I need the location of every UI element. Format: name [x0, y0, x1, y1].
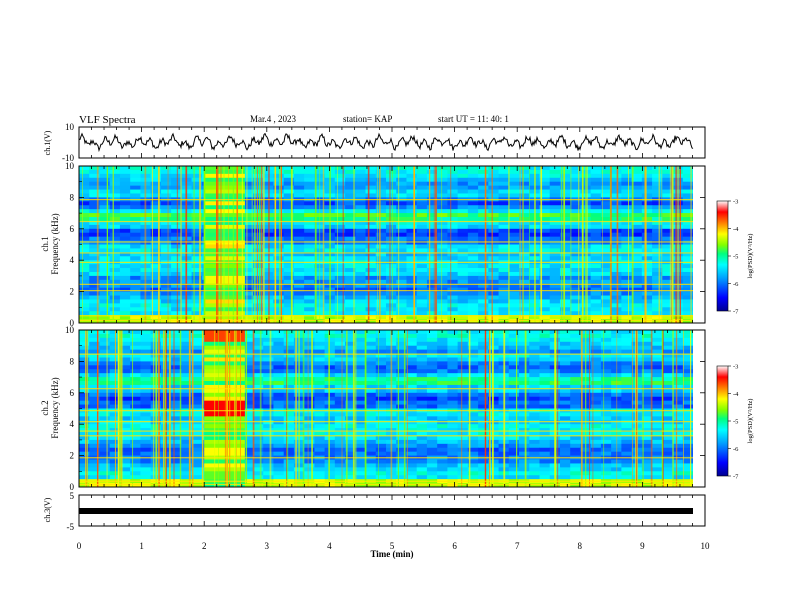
y-tick-label: 6	[70, 224, 75, 234]
x-tick-label: 7	[515, 541, 520, 551]
x-tick-label: 10	[701, 541, 711, 551]
start-time-text: start UT = 11: 40: 1	[438, 114, 509, 124]
ch2-spectrogram-image	[79, 330, 705, 488]
colorbar-tick-label: -5	[733, 254, 738, 261]
colorbar-tick-label: -7	[733, 309, 739, 316]
ch3-ytick-top: 5	[70, 491, 75, 501]
x-axis-label: Time (min)	[370, 549, 413, 559]
y-tick-label: 10	[65, 325, 75, 335]
ch1-colorbar	[716, 200, 729, 312]
ch1-spectrogram-ylabel-channel: ch.1	[40, 236, 50, 251]
ch2-spectrogram-yticks: 0 2 4 6 8 10	[65, 325, 705, 492]
ch3-signal-band	[79, 508, 693, 514]
colorbar-tick-label: -6	[733, 281, 739, 288]
ch2-spectrogram-xticks	[78, 330, 706, 487]
ch1-spectrogram-image	[79, 166, 705, 324]
x-tick-label: 2	[202, 541, 207, 551]
y-tick-label: 6	[70, 388, 75, 398]
x-axis-tick-labels: 0 1 2 3 4 5 6 7 8 9 10	[77, 541, 710, 551]
colorbar-tick-label: -6	[733, 446, 739, 453]
ch2-colorbar-label: log(PSD)(V²/Hz)	[747, 399, 754, 444]
ch1-wave-xticks	[78, 127, 706, 158]
y-tick-label: 8	[70, 356, 75, 366]
y-tick-label: 0	[70, 318, 75, 328]
ch1-colorbar-label: log(PSD)(V²/Hz)	[747, 234, 754, 279]
ch1-wave-ytick-bottom: -10	[62, 153, 74, 163]
x-tick-label: 1	[139, 541, 144, 551]
ch3-ylabel: ch.3(V)	[43, 497, 52, 522]
y-tick-label: 8	[70, 192, 75, 202]
ch3-xticks	[78, 495, 706, 526]
y-tick-label: 2	[70, 287, 75, 297]
x-tick-label: 8	[578, 541, 583, 551]
ch1-waveform-line	[78, 132, 694, 153]
ch1-spectrogram-yticks: 0 2 4 6 8 10	[65, 161, 705, 328]
y-tick-label: 10	[65, 161, 75, 171]
ch1-spectrogram-ylabel-freq: Frequency (kHz)	[50, 213, 60, 274]
colorbar-tick-label: -7	[733, 474, 739, 481]
colorbar-tick-label: -4	[733, 226, 739, 233]
x-tick-label: 9	[640, 541, 645, 551]
ch2-spectrogram-ylabel-channel: ch.2	[40, 400, 50, 415]
ch2-spectrogram-ylabel-freq: Frequency (kHz)	[50, 377, 60, 438]
ch1-wave-ytick-top: 10	[65, 122, 75, 132]
colorbar-tick-label: -3	[733, 364, 738, 371]
ch3-panel: 5 -5 ch.3(V)	[43, 491, 706, 532]
colorbar-tick-label: -3	[733, 199, 738, 206]
y-tick-label: 2	[70, 451, 75, 461]
station-text: station= KAP	[343, 114, 392, 124]
y-tick-label: 0	[70, 482, 75, 492]
x-tick-label: 0	[77, 541, 82, 551]
x-tick-label: 6	[452, 541, 457, 551]
ch2-colorbar-ticks: -3 -4 -5 -6 -7	[728, 364, 739, 481]
ch1-waveform-panel: 10 -10 ch.1(V)	[43, 122, 706, 163]
y-tick-label: 4	[70, 255, 75, 265]
ch2-colorbar	[716, 365, 729, 477]
colorbar-tick-label: -5	[733, 419, 738, 426]
x-tick-label: 5	[390, 541, 395, 551]
ch1-wave-ylabel: ch.1(V)	[43, 130, 52, 155]
ch3-ytick-bottom: -5	[67, 522, 75, 532]
x-tick-label: 4	[327, 541, 332, 551]
y-tick-label: 4	[70, 419, 75, 429]
ch1-colorbar-ticks: -3 -4 -5 -6 -7	[728, 199, 739, 316]
date-text: Mar.4 , 2023	[250, 114, 296, 124]
ch1-spectrogram-xticks	[78, 166, 706, 323]
colorbar-tick-label: -4	[733, 391, 739, 398]
x-tick-label: 3	[265, 541, 270, 551]
figure-title: VLF Spectra	[79, 114, 136, 126]
